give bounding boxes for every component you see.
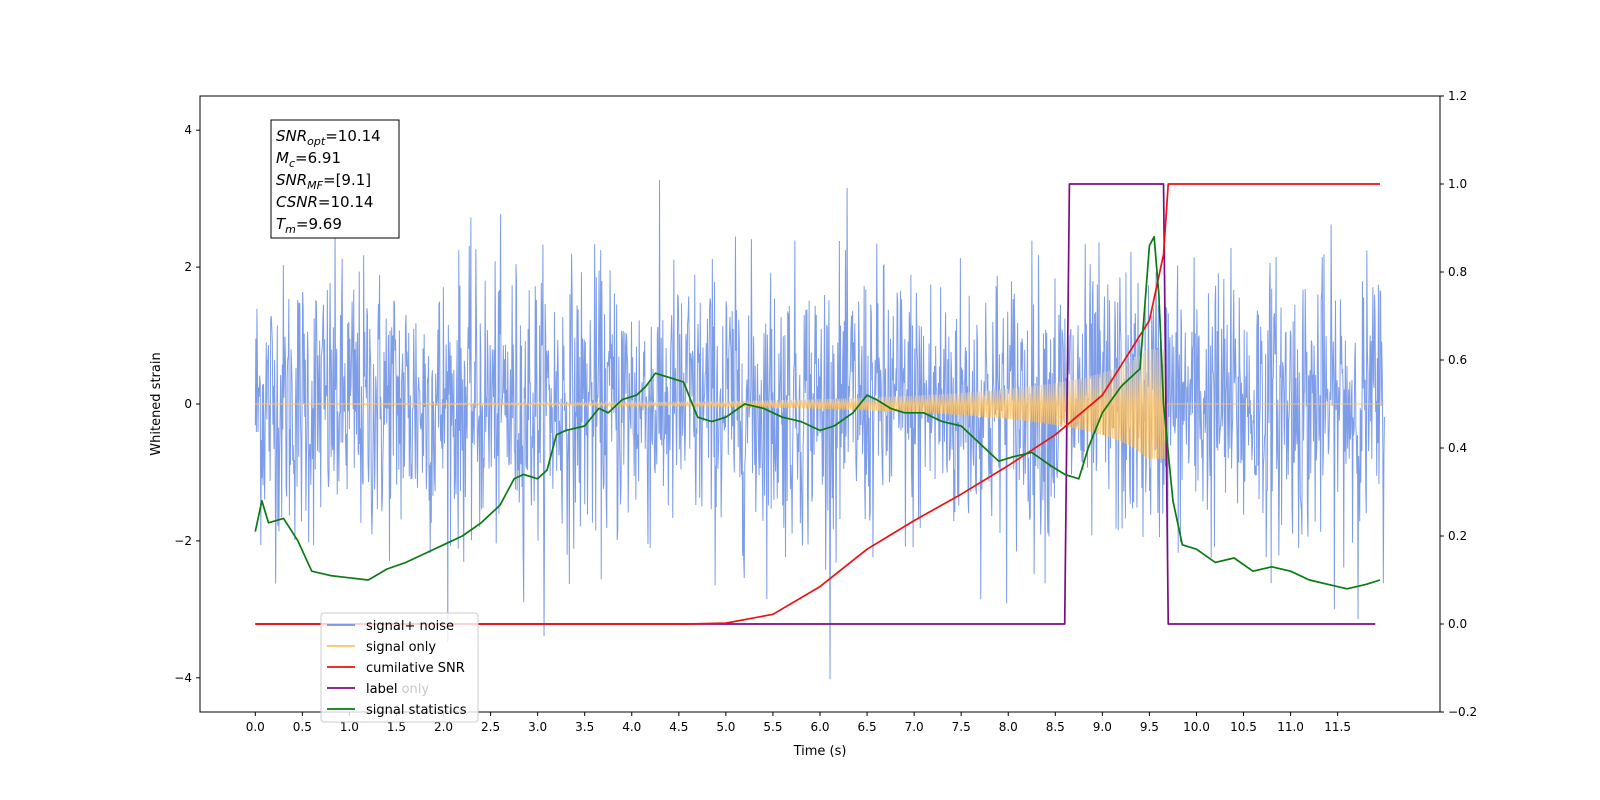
x-tick-label: 10.0 (1183, 720, 1210, 734)
legend-label: signal statistics (366, 703, 467, 718)
y2-tick-label: 0.6 (1448, 353, 1467, 367)
y-tick-label: 0 (184, 397, 192, 411)
y2-tick-label: 1.2 (1448, 89, 1467, 103)
legend-label: signal+ noise (366, 619, 454, 634)
x-tick-label: 4.5 (669, 720, 688, 734)
x-axis-label: Time (s) (793, 744, 847, 759)
x-tick-label: 7.5 (952, 720, 971, 734)
x-tick-label: 0.0 (246, 720, 265, 734)
legend: label only signal+ noise signal only cumila… (320, 612, 479, 723)
x-tick-label: 8.0 (999, 720, 1018, 734)
legend-label: label (366, 682, 397, 697)
y2-tick-label: −0.2 (1448, 705, 1477, 719)
x-tick-label: 1.0 (340, 720, 359, 734)
right-axis-series (254, 183, 1381, 625)
x-tick-label: 2.0 (434, 720, 453, 734)
x-tick-label: 6.0 (810, 720, 829, 734)
x-tick-label: 11.5 (1324, 720, 1351, 734)
legend-label: cumilative SNR (366, 661, 465, 676)
signal-statistics-line (254, 235, 1381, 590)
y-tick-label: 4 (184, 123, 192, 137)
x-tick-label: 5.0 (716, 720, 735, 734)
x-axis: 0.0 0.5 1.0 1.5 2.0 2.5 3.0 3.5 4.0 4.5 5.0 5.5 6.0 6… (246, 712, 1351, 734)
y-axis-left: −4 −2 0 2 4 (174, 123, 200, 685)
signal-only-line (255, 349, 1385, 459)
y-axis-right: −0.2 0.0 0.2 0.4 0.6 0.8 1.0 1.2 (1440, 89, 1477, 719)
y-tick-label: −2 (174, 534, 192, 548)
y2-tick-label: 1.0 (1448, 177, 1467, 191)
annotation-line: SNRMF=[9.1] (276, 171, 371, 192)
y2-tick-label: 0.0 (1448, 617, 1467, 631)
x-tick-label: 10.5 (1230, 720, 1257, 734)
y-tick-label: 2 (184, 260, 192, 274)
x-tick-label: 5.5 (763, 720, 782, 734)
legend-label: signal only (366, 640, 436, 655)
x-tick-label: 8.5 (1046, 720, 1065, 734)
label-line (255, 183, 1376, 625)
signal-only-series (255, 349, 1385, 459)
x-tick-label: 3.5 (575, 720, 594, 734)
y2-tick-label: 0.2 (1448, 529, 1467, 543)
annotation-line: CSNR=10.14 (276, 193, 373, 211)
x-tick-label: 3.0 (528, 720, 547, 734)
x-tick-label: 11.0 (1277, 720, 1304, 734)
annotation-line: SNRopt=10.14 (276, 127, 381, 148)
x-tick-label: 0.5 (293, 720, 312, 734)
x-tick-label: 7.0 (905, 720, 924, 734)
x-tick-label: 9.0 (1093, 720, 1112, 734)
legend-hidden-label: label only (366, 682, 429, 697)
x-tick-label: 2.5 (481, 720, 500, 734)
annotation-line: Tm=9.69 (276, 215, 342, 236)
y2-tick-label: 0.8 (1448, 265, 1467, 279)
x-tick-label: 4.0 (622, 720, 641, 734)
annotation-line: Mc=6.91 (276, 149, 341, 170)
x-tick-label: 1.5 (387, 720, 406, 734)
x-tick-label: 6.5 (858, 720, 877, 734)
legend-frame (320, 612, 479, 723)
cumilative-snr-line (255, 183, 1380, 625)
annotation-frame (270, 119, 400, 239)
y-axis-label: Whitened strain (149, 352, 164, 455)
stats-annotation-box: SNRopt=10.14Mc=6.91SNRMF=[9.1]CSNR=10.14… (270, 119, 400, 239)
y2-tick-label: 0.4 (1448, 441, 1467, 455)
y-tick-label: −4 (174, 671, 192, 685)
x-tick-label: 9.5 (1140, 720, 1159, 734)
